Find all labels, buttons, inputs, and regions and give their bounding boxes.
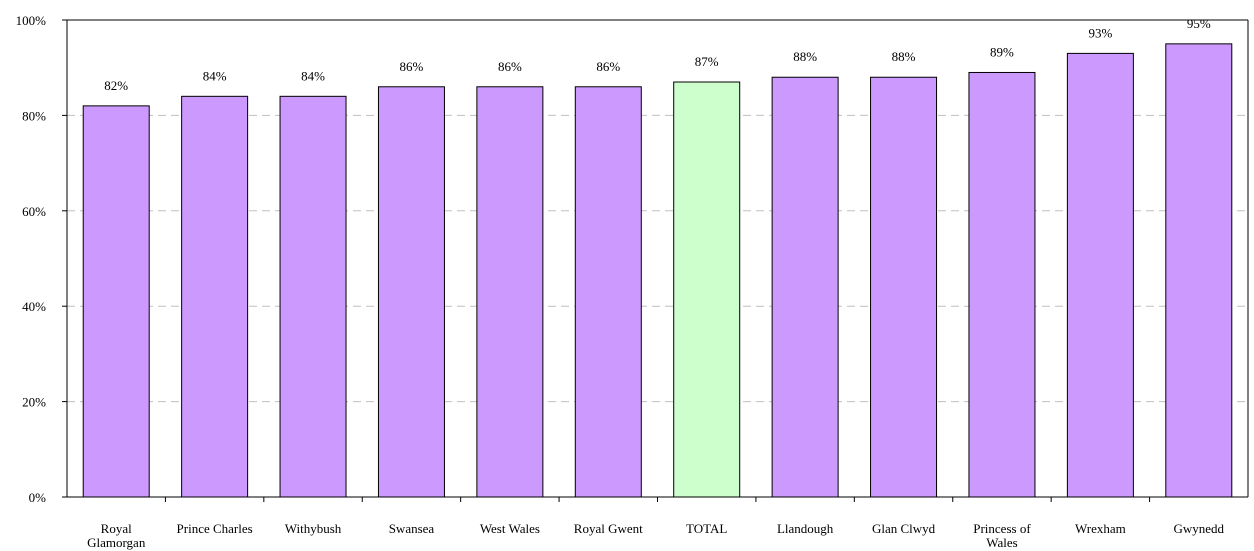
bar-prince-charles	[181, 95, 249, 498]
data-label: 95%	[1187, 16, 1211, 31]
bar-glan-clwyd	[870, 76, 938, 498]
category-label: Wrexham	[1075, 521, 1126, 536]
data-label: 86%	[596, 59, 620, 74]
bar-swansea	[377, 86, 445, 498]
category-label: Withybush	[285, 521, 342, 536]
y-tick-label: 40%	[22, 299, 46, 314]
bar-withybush	[279, 95, 347, 498]
data-label: 88%	[892, 49, 916, 64]
data-label: 86%	[400, 59, 424, 74]
category-label: West Wales	[480, 521, 540, 536]
data-label: 89%	[990, 44, 1014, 59]
bar-gwynedd	[1165, 43, 1233, 498]
data-labels: 82% 84% 84% 86% 86% 86% 87% 88% 88% 89% 93% 95%	[104, 16, 1211, 93]
category-label: Glan Clwyd	[872, 521, 936, 536]
data-label: 88%	[793, 49, 817, 64]
y-tick-labels: 0% 20% 40% 60% 80% 100%	[16, 13, 47, 505]
category-label: Swansea	[389, 521, 435, 536]
y-tick-label: 20%	[22, 395, 46, 410]
gridlines	[67, 114, 1248, 403]
category-label: Gwynedd	[1174, 521, 1225, 536]
bar-wrexham	[1066, 52, 1134, 498]
bar-royal-gwent	[574, 86, 642, 498]
data-label: 82%	[104, 78, 128, 93]
bar-llandough	[771, 76, 839, 498]
data-label: 93%	[1088, 25, 1112, 40]
y-tick-label: 100%	[16, 13, 47, 28]
y-tick-label: 0%	[29, 490, 47, 505]
data-label: 84%	[301, 68, 325, 83]
category-label: Llandough	[777, 521, 834, 536]
bars	[82, 43, 1233, 498]
data-label: 86%	[498, 59, 522, 74]
data-label: 84%	[203, 68, 227, 83]
category-label: Royal Glamorgan	[87, 521, 146, 550]
bar-royal-glamorgan	[82, 105, 150, 498]
category-label: Princess of Wales	[973, 521, 1031, 550]
category-label: Prince Charles	[177, 521, 253, 536]
data-label: 87%	[695, 54, 719, 69]
y-tick-label: 80%	[22, 108, 46, 123]
bar-total	[673, 81, 741, 498]
axes	[62, 19, 1249, 502]
bar-princess-of-wales	[968, 71, 1036, 498]
category-label: Royal Gwent	[574, 521, 643, 536]
category-label: TOTAL	[686, 521, 727, 536]
y-tick-label: 60%	[22, 204, 46, 219]
bar-west-wales	[476, 86, 544, 498]
category-labels: Royal Glamorgan Prince Charles Withybush Swa…	[87, 521, 1224, 550]
